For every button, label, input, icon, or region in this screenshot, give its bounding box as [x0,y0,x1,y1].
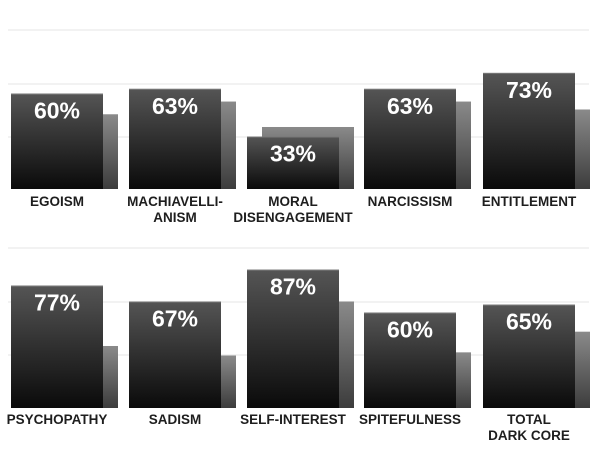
bar-main [483,72,575,189]
bar-main [129,88,221,189]
data-label: 60% [387,317,433,343]
category-label: SADISM [149,412,202,427]
data-label: 63% [152,93,198,119]
data-label: 33% [270,141,316,167]
bar-main [483,304,575,408]
data-label: 87% [270,274,316,300]
data-label: 63% [387,93,433,119]
chart-panel-bottom: 77% PSYCHOPATHY 67% SADISM 87% SELF-INTEREST 6… [7,247,590,443]
bar-main [247,269,339,408]
category-label: SELF-INTEREST [240,412,347,427]
data-label: 77% [34,290,80,316]
bar-main [11,93,103,189]
bar-main [247,136,339,189]
category-label: NARCISSISM [368,194,453,209]
category-label: DISENGAGEMENT [233,210,353,225]
bar-main [11,285,103,408]
category-label: EGOISM [30,194,84,209]
category-label: MACHIAVELLI- [127,194,223,209]
category-label: SPITEFULNESS [359,412,461,427]
category-label: ANISM [153,210,197,225]
category-label: PSYCHOPATHY [7,412,108,427]
data-label: 73% [506,77,552,103]
data-label: 60% [34,98,80,124]
category-label: TOTAL [507,412,551,427]
category-label: MORAL [268,194,318,209]
category-label: DARK CORE [488,428,570,443]
data-label: 65% [506,309,552,335]
bar-main [364,88,456,189]
category-label: ENTITLEMENT [482,194,577,209]
chart-panel-top: 60% EGOISM 63% MACHIAVELLI-ANISM 33% MORALDIS… [8,29,590,225]
data-label: 67% [152,305,198,331]
bar-main [129,301,221,408]
bar-main [364,312,456,408]
